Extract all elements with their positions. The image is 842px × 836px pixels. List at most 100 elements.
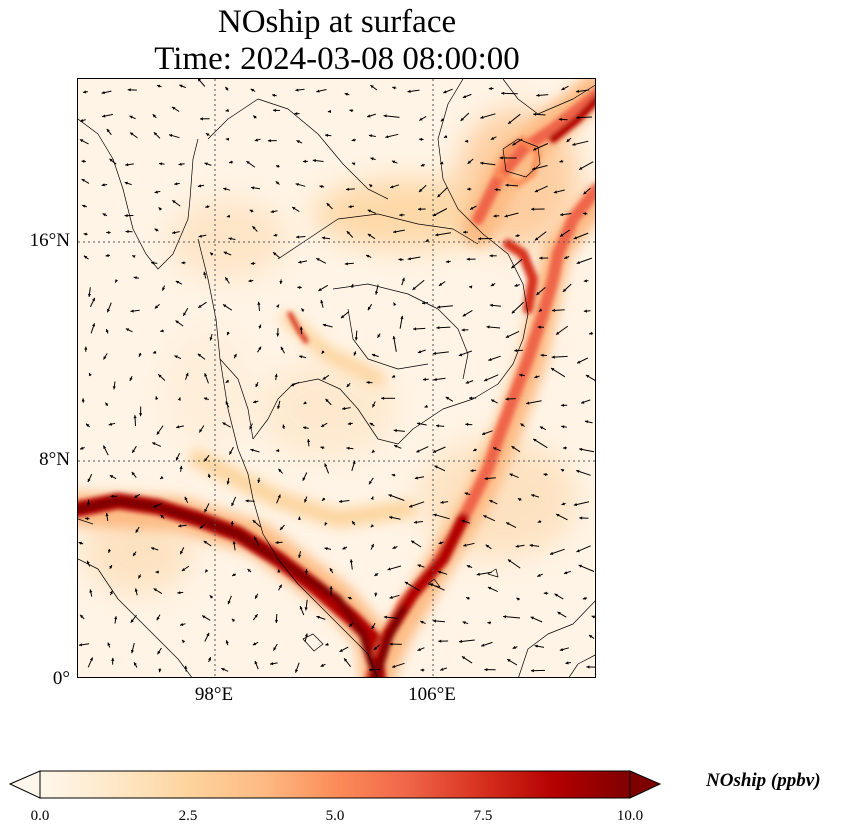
wind-arrow-head (533, 112, 537, 116)
wind-arrow-head (125, 229, 129, 234)
wind-arrow-head (280, 346, 284, 351)
wind-arrow-head (460, 117, 464, 121)
wind-arrow-head (290, 383, 295, 387)
wind-arrow-head (389, 595, 393, 599)
wind-arrow-head (557, 611, 561, 615)
wind-arrow-head (81, 179, 85, 182)
wind-arrow-head (125, 163, 129, 167)
wind-arrow-head (398, 258, 402, 262)
wind-arrow-head (422, 301, 426, 305)
wind-arrow-head (84, 346, 88, 350)
wind-arrow-head (253, 400, 257, 404)
wind-arrow-head (230, 520, 234, 524)
wind-arrow-head (461, 519, 465, 523)
wind-arrow-head (200, 117, 203, 121)
wind-arrow-head (349, 559, 353, 563)
wind-arrow-head (101, 91, 105, 95)
wind-arrow-head (267, 139, 271, 143)
wind-arrow-head (543, 473, 547, 477)
wind-arrow-head (551, 368, 555, 371)
wind-arrow-head (321, 236, 326, 240)
wind-arrow-head (573, 502, 577, 507)
wind-arrow-head (469, 396, 472, 400)
wind-arrow-head (366, 254, 370, 258)
wind-arrow-head (374, 593, 378, 597)
wind-arrow-head (459, 639, 463, 643)
wind-arrow-head (560, 213, 564, 217)
wind-arrow-head (183, 312, 187, 316)
wind-arrow-head (520, 423, 524, 427)
wind-arrow-head (252, 642, 257, 646)
wind-arrow-head (566, 138, 570, 142)
wind-arrow-head (344, 658, 348, 662)
wind-arrow-head (583, 279, 587, 283)
wind-arrow-head (370, 85, 374, 89)
wind-arrow-head (135, 529, 139, 533)
wind-arrow-head (392, 336, 396, 340)
wind-arrow-head (551, 355, 555, 359)
wind-arrow-head (203, 271, 207, 275)
wind-arrow-head (134, 494, 138, 498)
wind-arrow-head (134, 588, 138, 592)
wind-arrow-head (153, 132, 158, 136)
colorbar-tick-2-5: 2.5 (178, 808, 198, 824)
wind-arrow-head (489, 500, 493, 503)
wind-arrow-head (179, 84, 183, 88)
wind-arrow-head (301, 308, 305, 312)
wind-arrow-head (273, 252, 277, 256)
wind-arrow-head (367, 233, 372, 237)
wind-arrow-head (280, 526, 284, 530)
wind-arrow-head (530, 616, 534, 620)
wind-arrow-head (203, 540, 207, 544)
wind-arrow-head (102, 213, 106, 217)
wind-arrow-head (578, 564, 582, 568)
wind-arrow-head (275, 540, 279, 545)
wind-arrow-head (534, 375, 538, 379)
wind-arrow-head (130, 309, 134, 313)
wind-arrow-head (419, 188, 423, 192)
wind-arrow-head (515, 234, 519, 238)
wind-arrow-head (304, 571, 308, 575)
wind-arrow-head (297, 516, 301, 520)
wind-arrow-head (106, 128, 110, 133)
wind-arrow-head (204, 458, 208, 462)
wind-arrow-head (420, 668, 424, 672)
wind-arrow-head (531, 207, 535, 211)
wind-arrow-head (249, 209, 254, 213)
wind-arrow-head (303, 401, 307, 405)
wind-arrow-head (228, 237, 232, 241)
wind-arrow-head (153, 588, 157, 592)
wind-arrow-head (296, 140, 300, 144)
wind-arrow-head (226, 331, 230, 336)
wind-arrow-head (400, 315, 404, 320)
wind-arrow-head (432, 351, 437, 355)
wind-arrow-head (489, 303, 493, 307)
wind-arrow-head (350, 284, 354, 288)
wind-arrow-head (392, 664, 396, 668)
wind-arrow-head (174, 182, 178, 186)
wind-arrow-head (105, 329, 109, 333)
wind-arrow-head (255, 595, 258, 599)
wind-arrow-head (351, 162, 356, 166)
wind-arrow-head (273, 233, 277, 237)
wind-arrow-head (488, 86, 492, 91)
colorbar (8, 770, 662, 799)
wind-arrow-head (258, 324, 262, 328)
colorbar-tick-7-5: 7.5 (473, 808, 493, 824)
wind-arrow-head (561, 403, 564, 407)
wind-arrow-head (225, 277, 229, 281)
wind-arrow-head (508, 120, 512, 124)
colorbar-extend-min (8, 770, 41, 799)
wind-arrow-head (80, 446, 84, 450)
wind-arrow-head (320, 446, 324, 450)
wind-arrow-head (576, 469, 580, 473)
wind-arrow-head (295, 88, 299, 92)
wind-arrow-head (133, 276, 137, 280)
wind-arrow-head (292, 207, 296, 210)
wind-arrow-head (83, 90, 87, 94)
wind-arrow-head (340, 315, 345, 319)
wind-arrow-head (481, 643, 485, 647)
wind-arrow-head (352, 460, 356, 465)
wind-arrow-head (169, 134, 173, 138)
wind-arrow-head (372, 404, 376, 408)
